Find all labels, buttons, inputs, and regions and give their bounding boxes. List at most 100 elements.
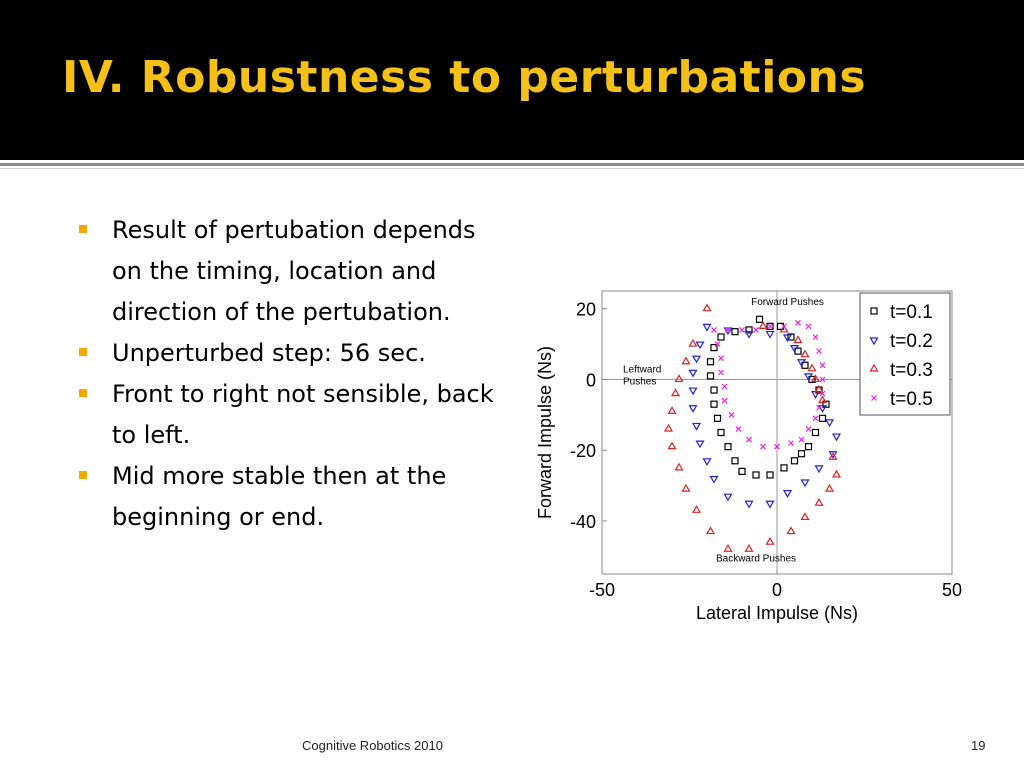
y-tick-label: -20 xyxy=(570,441,596,461)
data-point-triangle-up xyxy=(786,526,796,535)
data-point-x xyxy=(788,440,794,447)
bullet-item: Front to right not sensible, back to lef… xyxy=(76,374,496,456)
data-point-x xyxy=(871,395,877,401)
data-point-x xyxy=(795,319,801,326)
data-point-triangle-up xyxy=(817,395,828,404)
data-point-triangle-up xyxy=(705,526,716,535)
y-tick-label: -40 xyxy=(570,512,596,532)
data-point-triangle-up xyxy=(744,544,754,552)
bullet-square-icon xyxy=(79,348,87,356)
data-point-triangle-down xyxy=(782,490,793,498)
data-point-triangle-up xyxy=(723,544,733,552)
data-point-triangle-up xyxy=(869,363,879,372)
data-point-triangle-down xyxy=(828,451,838,459)
data-point-x xyxy=(812,415,819,422)
data-point-square xyxy=(822,400,830,408)
data-point-x xyxy=(753,326,759,333)
y-axis-label: Forward Impulse (Ns) xyxy=(535,346,555,519)
bullet-square-icon xyxy=(79,389,87,397)
data-point-x xyxy=(721,383,728,390)
data-point-square xyxy=(780,464,788,472)
data-point-x xyxy=(711,326,717,333)
data-point-triangle-down xyxy=(723,493,733,502)
bullet-list: Result of pertubation depends on the tim… xyxy=(76,210,496,538)
data-point-square xyxy=(710,386,718,394)
data-point-triangle-up xyxy=(814,498,824,506)
data-point-triangle-up xyxy=(828,452,838,460)
bullet-text: Front to right not sensible, back to lef… xyxy=(112,380,494,449)
series-t-0-5 xyxy=(711,319,826,450)
data-point-triangle-up xyxy=(824,483,835,492)
chart-annotation: Leftward xyxy=(623,364,661,375)
data-point-square xyxy=(724,443,732,451)
data-point-square xyxy=(717,428,725,437)
data-point-triangle-down xyxy=(789,344,800,353)
data-point-x xyxy=(718,369,724,376)
x-tick-label: 50 xyxy=(942,580,962,600)
chart-legend xyxy=(859,292,951,416)
data-point-square xyxy=(804,443,813,451)
data-point-square xyxy=(738,467,746,476)
data-point-square xyxy=(713,414,722,422)
data-point-x xyxy=(805,426,812,432)
x-axis-label: Lateral Impulse (Ns) xyxy=(696,603,858,623)
data-point-square xyxy=(797,450,806,458)
series-t-0-3 xyxy=(663,303,842,552)
data-point-square xyxy=(717,333,725,341)
data-point-triangle-up xyxy=(814,384,824,393)
data-point-triangle-up xyxy=(674,462,684,471)
data-point-triangle-down xyxy=(695,341,705,350)
data-point-square xyxy=(731,457,739,465)
data-point-square xyxy=(731,328,739,336)
data-point-square xyxy=(811,428,820,437)
series-t-0-2 xyxy=(688,323,842,509)
data-point-triangle-up xyxy=(702,303,712,312)
chart-annotation: Backward Pushes xyxy=(716,554,796,565)
data-point-triangle-down xyxy=(796,359,807,367)
data-point-x xyxy=(746,436,752,443)
legend-entry: t=0.5 xyxy=(890,389,933,410)
bullet-square-icon xyxy=(79,225,87,233)
bullet-item: Result of pertubation depends on the tim… xyxy=(76,210,496,333)
data-point-triangle-up xyxy=(691,505,702,513)
data-point-x xyxy=(819,362,826,369)
data-point-x xyxy=(728,411,735,418)
data-point-x xyxy=(721,397,728,404)
data-point-triangle-up xyxy=(800,512,810,520)
data-point-x xyxy=(767,323,773,330)
data-point-triangle-down xyxy=(765,330,775,339)
title-bar: IV. Robustness to perturbations xyxy=(0,0,1024,160)
bullet-text: Result of pertubation depends on the tim… xyxy=(112,216,476,326)
data-point-triangle-down xyxy=(765,500,775,509)
y-tick-label: 20 xyxy=(576,300,596,320)
data-point-square xyxy=(787,333,795,341)
impulse-scatter-chart: -50 0 50 20 0 -20 -40 Lateral Impulse (Ns) Forwa… xyxy=(535,290,962,623)
data-point-x xyxy=(725,326,731,333)
data-point-triangle-down xyxy=(824,419,835,428)
data-point-triangle-down xyxy=(702,458,712,466)
data-point-x xyxy=(798,436,805,443)
data-point-triangle-up xyxy=(663,423,674,432)
legend-entry: t=0.2 xyxy=(890,331,933,352)
data-point-x xyxy=(816,348,822,355)
data-point-triangle-up xyxy=(810,374,821,383)
data-point-triangle-up xyxy=(667,441,677,450)
data-point-x xyxy=(735,426,742,432)
x-tick-label: -50 xyxy=(589,580,615,600)
slide-title: IV. Robustness to perturbations xyxy=(62,52,867,103)
data-point-triangle-down xyxy=(803,373,814,382)
data-point-triangle-down xyxy=(688,369,698,378)
data-point-square xyxy=(766,471,774,479)
data-point-triangle-down xyxy=(688,387,698,396)
data-point-triangle-up xyxy=(681,356,691,365)
data-point-triangle-up xyxy=(681,483,691,492)
data-point-triangle-down xyxy=(744,500,754,509)
data-point-triangle-down xyxy=(744,330,754,339)
page-number: 19 xyxy=(971,738,986,753)
data-point-triangle-down xyxy=(691,422,702,431)
data-point-triangle-down xyxy=(782,334,793,343)
data-point-triangle-down xyxy=(688,405,698,413)
data-point-square xyxy=(710,400,718,408)
data-point-square xyxy=(755,315,764,323)
bullet-item: Mid more stable then at the beginning or… xyxy=(76,456,496,538)
